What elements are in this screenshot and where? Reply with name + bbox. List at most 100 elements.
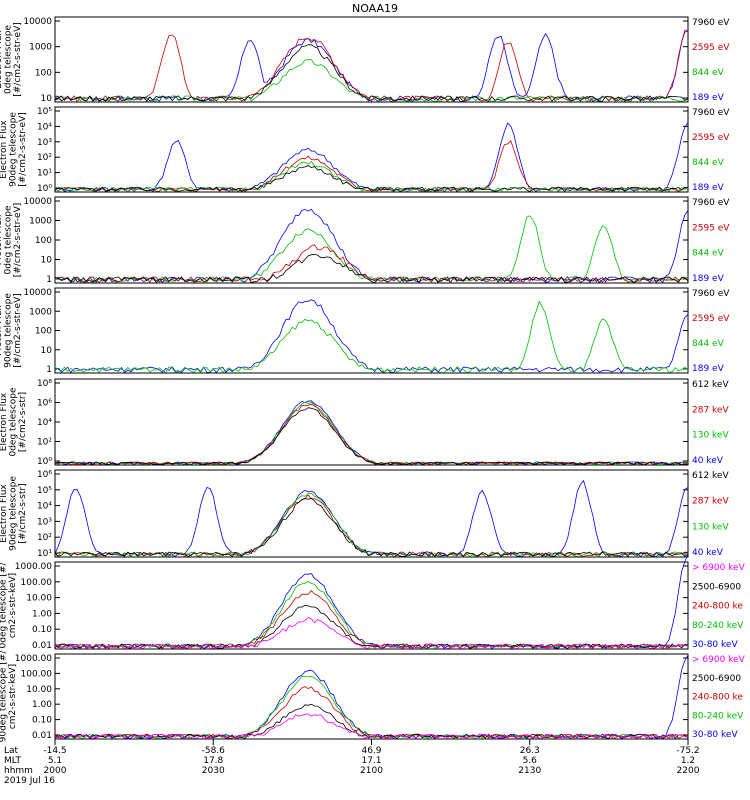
x-tick-label-lat: 26.3 [520, 746, 540, 756]
x-tick-label-hhmm: 2100 [360, 766, 383, 776]
y-tick-label: 10⁰ [37, 457, 52, 467]
y-tick-label: 1000 [29, 307, 52, 317]
y-axis-label: Electron Flux0deg telescope[#/cm2-s-str-… [0, 22, 23, 97]
series-line-844-ev [54, 59, 689, 103]
y-tick-label: 10⁰ [37, 184, 52, 194]
y-tick-label: 100 [35, 68, 52, 78]
series-line-2500-6900 [54, 604, 689, 650]
series-line-189-ev [54, 122, 689, 193]
x-tick-label-mlt: 17.8 [203, 756, 223, 766]
y-tick-label: 10⁴ [37, 122, 52, 132]
y-tick-label: 10.00 [26, 594, 52, 604]
series-line-189-ev [54, 208, 689, 284]
series-line--6900-kev [54, 617, 689, 650]
y-tick-label: 1.00 [32, 700, 52, 710]
y-tick-label: 10⁸ [37, 379, 52, 389]
y-tick-label: 10² [37, 533, 52, 543]
series-line-30-80-kev [54, 654, 689, 740]
y-tick-label: 0.01 [32, 641, 52, 651]
legend-entry: 40 keV [692, 548, 724, 558]
y-tick-label: 10.00 [26, 685, 52, 695]
y-axis-label: 0deg telescope [#/cm2-s-str-keV] [0, 562, 18, 649]
legend-entry: 2595 eV [692, 314, 730, 324]
legend-entry: 130 keV [692, 431, 729, 441]
panel-1: 10000 1000 100 10 Electron Flux0deg telescop… [0, 16, 730, 104]
panel-4: 10000 1000 100 10 1 Proton Flux90deg telescop… [0, 287, 730, 375]
legend-entry: 30-80 keV [692, 640, 738, 650]
y-tick-label: 10 [41, 256, 53, 266]
series-line-189-ev [54, 299, 689, 374]
legend-entry: 7960 eV [692, 198, 730, 208]
y-tick-label: 10³ [37, 138, 52, 148]
y-tick-label: 100 [35, 236, 52, 246]
y-tick-label: 10⁴ [37, 418, 52, 428]
series-line-80-240-kev [54, 581, 689, 650]
x-tick-label-mlt: 5.1 [48, 756, 62, 766]
x-tick-label-lat: -75.2 [676, 746, 699, 756]
y-tick-label: 10 [41, 94, 53, 104]
series-line-7960-ev [54, 253, 689, 284]
y-tick-label: 10² [37, 438, 52, 448]
legend-entry: 844 eV [692, 249, 725, 259]
legend-entry: 7960 eV [692, 18, 730, 28]
legend-entry: > 6900 keV [692, 655, 746, 665]
series-line-240-800-ke [54, 589, 689, 650]
legend-entry: 844 eV [692, 68, 725, 78]
series-line-844-ev [54, 300, 689, 374]
legend-entry: 7960 eV [692, 108, 730, 118]
x-tick-label-lat: -14.5 [43, 746, 66, 756]
series-line-130-kev [54, 492, 689, 558]
panel-6: 10⁶ 10⁵ 10⁴ 10³ 10² 10¹ MEPEDElectron Flux90de… [0, 469, 729, 559]
series-line-240-800-ke [54, 686, 689, 740]
legend-entry: 7960 eV [692, 289, 730, 299]
x-tick-label-hhmm: 2030 [202, 766, 225, 776]
y-tick-label: 10000 [23, 17, 52, 27]
y-axis-label: Proton Flux90deg telescope[#/cm2-s-str-e… [0, 293, 23, 368]
series-line-612-kev [54, 407, 689, 466]
legend-entry: 2595 eV [692, 43, 730, 53]
legend-entry: 2595 eV [692, 133, 730, 143]
y-tick-label: 10⁵ [37, 107, 52, 117]
series-line-287-kev [54, 403, 689, 466]
x-tick-label-mlt: 1.2 [681, 756, 695, 766]
y-tick-label: 10⁶ [37, 470, 52, 480]
y-tick-label: 10 [41, 346, 53, 356]
y-tick-label: 100 [35, 327, 52, 337]
series-line-287-kev [54, 494, 688, 558]
legend-entry: 240-800 ke [692, 693, 743, 703]
panel-frame [54, 196, 689, 284]
x-row-label: MLT [4, 756, 22, 766]
y-tick-label: 0.10 [32, 716, 52, 726]
panel-frame [54, 16, 689, 103]
y-axis-label: TEDElectron Flux90deg telescope[#/cm2-s-… [0, 112, 28, 187]
y-tick-label: 10⁶ [37, 399, 52, 409]
y-tick-label: 1000 [29, 217, 52, 227]
series-line-7960-ev [54, 165, 689, 193]
legend-entry: 30-80 keV [692, 730, 738, 740]
y-tick-label: 0.01 [32, 731, 52, 741]
legend-entry: 2500-6900 [692, 674, 741, 684]
x-tick-label-hhmm: 2200 [677, 766, 700, 776]
x-tick-label-lat: -58.6 [202, 746, 226, 756]
panel-frame [54, 106, 689, 193]
y-tick-label: 1000.00 [15, 654, 52, 664]
panel-8: 1000.00 100.00 10.00 1.00 0.10 0.01 90deg tele… [0, 650, 746, 743]
x-tick-label-lat: 46.9 [361, 746, 381, 756]
series-line-844-ev [54, 161, 689, 193]
legend-entry: 189 eV [692, 274, 725, 284]
y-tick-label: 10000 [23, 197, 52, 207]
legend-entry: 2595 eV [692, 223, 730, 233]
x-tick-label-mlt: 5.6 [523, 756, 538, 766]
legend-entry: 287 keV [692, 497, 729, 507]
panel-5: 10⁸ 10⁶ 10⁴ 10² 10⁰ MEPEDElectron Flux0deg te… [0, 378, 729, 467]
series-line-2595-ev [54, 140, 689, 193]
y-tick-label: 10000 [23, 288, 52, 298]
legend-entry: 2500-6900 [692, 582, 741, 592]
y-axis-label: MEPEDElectron Flux0deg telescope[#/cm2-s… [0, 387, 28, 457]
panel-7: 1000.00 100.00 10.00 1.00 0.10 0.01 0deg teles… [0, 554, 746, 651]
x-row-label: 2019 Jul 16 [4, 776, 55, 786]
y-axis-label: Proton Flux0deg telescope[#/cm2-s-str-eV… [0, 203, 23, 278]
legend-entry: 612 keV [692, 471, 729, 481]
y-tick-label: 10¹ [37, 549, 52, 559]
panel-frame [54, 469, 689, 558]
